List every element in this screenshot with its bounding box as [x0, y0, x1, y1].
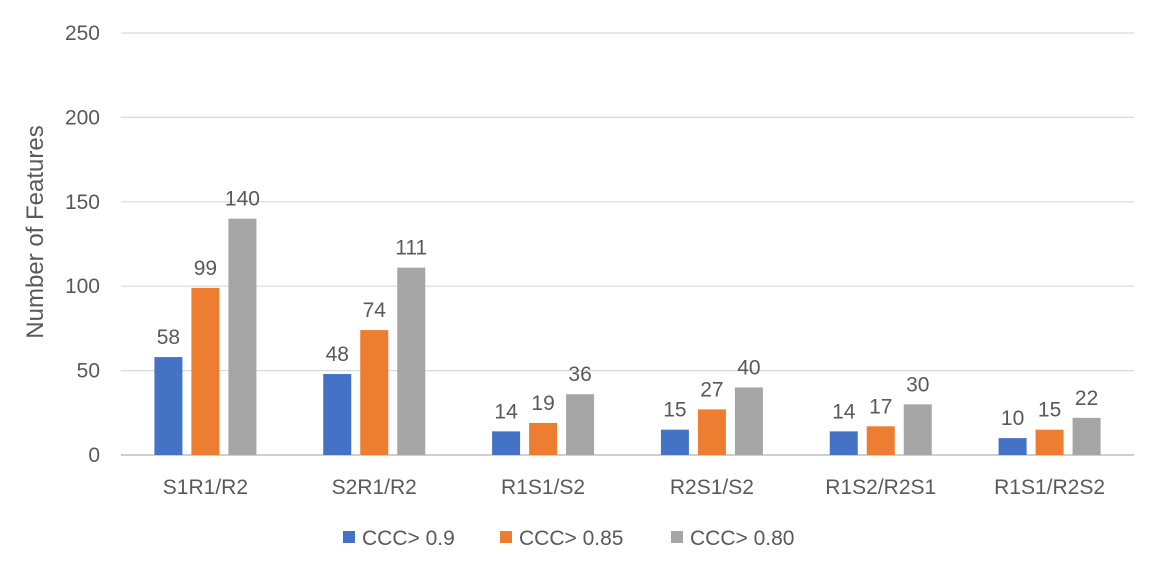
data-label: 14	[832, 400, 856, 423]
data-label: 30	[906, 373, 929, 396]
bar	[998, 438, 1027, 455]
legend-label: CCC> 0.9	[362, 527, 455, 550]
legend-swatch	[500, 531, 512, 543]
bar	[660, 429, 689, 455]
data-label: 40	[737, 356, 760, 379]
x-tick-label: R2S1/S2	[670, 476, 754, 499]
legend-label: CCC> 0.80	[690, 527, 794, 550]
data-label: 22	[1075, 387, 1098, 410]
data-label: 27	[700, 378, 723, 401]
data-label: 111	[395, 237, 427, 260]
x-axis-ticks: S1R1/R2 S2R1/R2 R1S1/S2 R2S1/S2 R1S2/R2S1 R1S…	[163, 476, 1105, 499]
data-label: 36	[568, 363, 591, 386]
x-tick-label: R1S1/S2	[501, 476, 585, 499]
data-label: 140	[225, 188, 260, 211]
bar	[529, 422, 558, 455]
legend-label: CCC> 0.85	[519, 527, 623, 550]
data-label: 10	[1001, 407, 1024, 430]
data-label: 99	[194, 257, 217, 280]
data-label: 74	[363, 299, 387, 322]
data-label: 14	[494, 400, 518, 423]
bar	[866, 426, 895, 455]
x-tick-label: R1S1/R2S2	[994, 476, 1105, 499]
bar	[154, 357, 183, 455]
bar	[360, 330, 389, 455]
x-tick-label: S2R1/R2	[332, 476, 417, 499]
data-label: 19	[531, 392, 554, 415]
legend: CCC> 0.9 CCC> 0.85 CCC> 0.80	[343, 527, 794, 550]
bar	[903, 404, 932, 455]
bar	[697, 409, 726, 455]
data-label: 58	[157, 326, 180, 349]
legend-swatch	[671, 531, 683, 543]
y-tick-label: 150	[65, 191, 100, 214]
bar	[566, 394, 595, 455]
x-tick-label: S1R1/R2	[163, 476, 248, 499]
y-tick-label: 100	[65, 275, 100, 298]
y-tick-label: 200	[65, 106, 100, 129]
data-label: 17	[869, 395, 892, 418]
gridlines	[121, 32, 1134, 456]
data-label: 48	[326, 343, 349, 366]
y-axis-title: Number of Features	[22, 125, 49, 338]
y-tick-label: 250	[65, 22, 100, 45]
bar	[1035, 429, 1064, 455]
bars	[154, 218, 1101, 455]
bar	[191, 287, 220, 455]
bar	[397, 267, 426, 455]
y-axis-ticks: 0 50 100 150 200 250	[65, 22, 100, 467]
x-tick-label: R1S2/R2S1	[825, 476, 936, 499]
y-tick-label: 50	[77, 360, 100, 383]
bar	[1072, 417, 1101, 455]
data-label: 15	[663, 399, 686, 422]
y-tick-label: 0	[88, 444, 100, 467]
data-labels: 58 99 140 48 74 111 14 19 36 15 27 40 14 17 30 10 15 22	[157, 188, 1099, 430]
bar	[323, 373, 352, 455]
bar	[829, 431, 858, 455]
bar	[734, 387, 763, 455]
data-label: 15	[1038, 399, 1061, 422]
bar	[492, 431, 521, 455]
legend-swatch	[343, 531, 355, 543]
bar	[228, 218, 257, 455]
